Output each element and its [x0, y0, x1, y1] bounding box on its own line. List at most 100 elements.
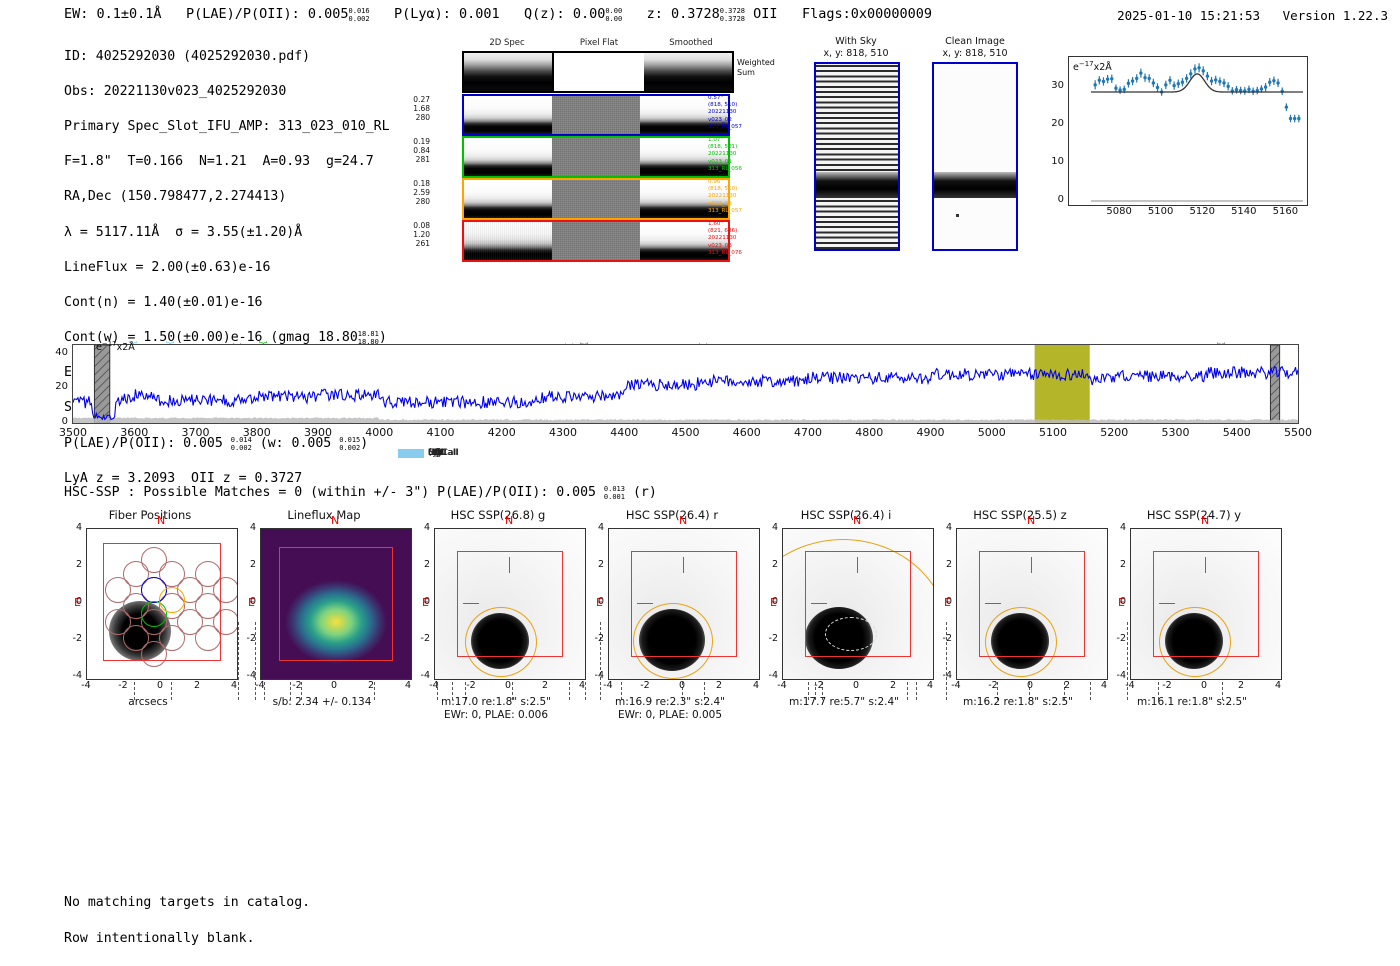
cutout-x-tick: 4 — [230, 680, 238, 691]
cutout-caption-1: m:16.9 re:2.3" s:2.4" — [615, 696, 725, 708]
x-tick-label: 4300 — [549, 426, 577, 439]
cutout-panel[interactable]: HSC SSP(26.4) r N E 4 2 0 -2 -4 -4 -2 0 2 4 m:16.9 re… — [582, 508, 762, 728]
legend-label: HeII — [428, 448, 446, 458]
cutout-y-tick: 2 — [249, 559, 256, 570]
info-gmag-lo: 18.80 — [357, 338, 379, 347]
cutout-red-box — [805, 551, 911, 657]
cutout-y-tick: 4 — [249, 522, 256, 533]
east-marker: E — [596, 596, 603, 609]
spec2d-fiber-row — [462, 220, 730, 262]
fiber-circle — [177, 609, 203, 635]
header-summary-line: EW: 0.1±0.1Å P(LAE)/P(OII): 0.0050.016 0.… — [64, 6, 932, 23]
north-marker: N — [679, 514, 688, 527]
cutout-y-tick: -4 — [72, 670, 82, 681]
legend-label: (H)CaII — [428, 448, 459, 458]
cutout-x-tick: -2 — [1162, 680, 1172, 691]
cutout-y-tick: -2 — [246, 633, 256, 644]
cutout-x-tick: 0 — [852, 680, 860, 691]
info-gmag-hi: 18.81 — [357, 330, 379, 339]
cutout-y-tick: 4 — [771, 522, 778, 533]
cutout-panel[interactable]: HSC SSP(26.4) i N E 4 2 0 -2 -4 -4 -2 0 2 4 m:17.7 re… — [756, 508, 936, 728]
x-tick-label: 3700 — [181, 426, 210, 439]
info-seeing: F=1.8" T=0.166 N=1.21 A=0.93 g=24.7 — [64, 154, 374, 170]
cutout-x-tick: 4 — [752, 680, 760, 691]
legend-label: CIII — [428, 448, 443, 458]
spec2d-row-stats: 0.08 1.20 261 — [404, 221, 430, 248]
spec2d-row-meta-line: v023_01 — [708, 158, 732, 165]
x-tick-label: 5500 — [1284, 426, 1312, 439]
y-tick-label: 20 — [1051, 118, 1064, 130]
header-ew: EW: 0.1±0.1Å — [64, 6, 162, 22]
header-plae-lo: 0.002 — [348, 15, 370, 23]
fiber-circle-green — [141, 601, 167, 627]
info-primary-slot: Primary Spec_Slot_IFU_AMP: 313_023_010_R… — [64, 118, 390, 134]
cutout-image[interactable] — [86, 528, 238, 680]
cutout-panel[interactable]: HSC SSP(25.5) z N E 4 2 0 -2 -4 -4 -2 0 2 4 m:16.2 re… — [930, 508, 1110, 728]
cutout-x-tick: -2 — [466, 680, 476, 691]
cutout-image[interactable] — [434, 528, 586, 680]
info-plae-lo: 0.002 — [230, 443, 252, 452]
emission-line-marker — [1126, 622, 1128, 700]
cutout-y-tick: -2 — [594, 633, 604, 644]
x-tick-label: 5080 — [1106, 206, 1132, 217]
hsc-plae-hi: 0.013 — [603, 485, 625, 493]
x-tick-label: 5000 — [977, 426, 1006, 439]
spec2d-row-stat: 280 — [415, 113, 430, 122]
cutout-title: Fiber Positions — [108, 508, 192, 522]
cutout-image[interactable] — [956, 528, 1108, 680]
cutout-panel[interactable]: HSC SSP(24.7) y N E 4 2 0 -2 -4 -4 -2 0 2 4 m:16.1 re… — [1104, 508, 1284, 728]
cutout-red-box — [279, 547, 393, 661]
fiber-circle — [213, 577, 237, 603]
spec2d-row-stat: 0.18 — [413, 179, 430, 188]
y-tick-label: 30 — [1051, 80, 1064, 92]
emission-line-marker — [254, 622, 256, 700]
header-z-lo: 0.3728 — [719, 15, 746, 23]
spec2d-row-meta-line: (818, 510) — [708, 102, 738, 109]
cutout-x-tick: 0 — [156, 680, 164, 691]
cutout-title: HSC SSP(25.5) z — [973, 508, 1067, 522]
cutout-image[interactable] — [782, 528, 934, 680]
spec2d-row-meta-line: (818, 501) — [708, 144, 738, 151]
cutout-y-tick: 4 — [75, 522, 82, 533]
info-obs: Obs: 20221130v023_4025292030 — [64, 83, 287, 99]
cutout-red-box — [103, 543, 221, 661]
x-tick-label: 5200 — [1100, 426, 1129, 439]
header-flags: Flags:0x00000009 — [801, 6, 932, 22]
hsc-plae-lo: 0.001 — [603, 493, 625, 501]
cutout-y-tick: -2 — [72, 633, 82, 644]
cutout-image[interactable] — [260, 528, 412, 680]
cutout-y-tick: -2 — [420, 633, 430, 644]
cutout-y-tick: 0 — [1119, 596, 1126, 607]
cutout-y-tick: 4 — [423, 522, 430, 533]
north-marker: N — [331, 514, 340, 527]
cutout-panel[interactable]: Fiber Positions N E 4 2 0 -2 -4 -4 -2 0 2 4 arcsecs — [60, 508, 240, 728]
x-tick-label: 4600 — [732, 426, 761, 439]
aperture-ellipse — [465, 607, 537, 677]
cutout-title: HSC SSP(26.4) r — [625, 508, 719, 522]
cutout-y-tick: 2 — [1119, 559, 1126, 570]
spec2d-row-stats: 0.27 1.68 280 — [404, 95, 430, 122]
header-qz-lo: 0.00 — [605, 15, 623, 23]
cutout-image[interactable] — [1130, 528, 1282, 680]
y-tick-label: 40 — [55, 346, 68, 358]
fiber-circle — [141, 547, 167, 573]
spec2d-panel: 2D Spec Pixel Flat Smoothed Weighted Sum… — [413, 36, 775, 262]
spec2d-row-meta-line: 313_RL_057 — [708, 207, 742, 214]
y-tick-label: 0 — [61, 416, 68, 427]
fiber-circle — [105, 609, 131, 635]
hsc-ssp-summary: HSC-SSP : Possible Matches = 0 (within +… — [64, 485, 657, 501]
cutout-y-tick: -2 — [768, 633, 778, 644]
with-sky-panel: With Sky x, y: 818, 510 — [806, 36, 906, 256]
header-z-species: OII — [753, 6, 778, 22]
cutout-y-tick: -2 — [1116, 633, 1126, 644]
cutout-image[interactable] — [608, 528, 760, 680]
cutout-panel[interactable]: Lineflux Map N E 4 2 0 -2 -4 -4 -2 0 2 4 s/b: 2.34 +/… — [234, 508, 414, 728]
cutout-x-tick: -4 — [951, 680, 961, 691]
spec2d-row-stat: 261 — [415, 239, 430, 248]
cutout-caption-1: m:16.1 re:1.8" s:2.5" — [1137, 696, 1247, 708]
cutout-x-tick: -2 — [292, 680, 302, 691]
emission-line-marker — [946, 622, 948, 700]
cutout-panel[interactable]: HSC SSP(26.8) g N E 4 2 0 -2 -4 -4 -2 0 2 4 m:17.0 re… — [408, 508, 588, 728]
cutout-x-tick: 2 — [889, 680, 897, 691]
east-marker: E — [770, 596, 777, 609]
